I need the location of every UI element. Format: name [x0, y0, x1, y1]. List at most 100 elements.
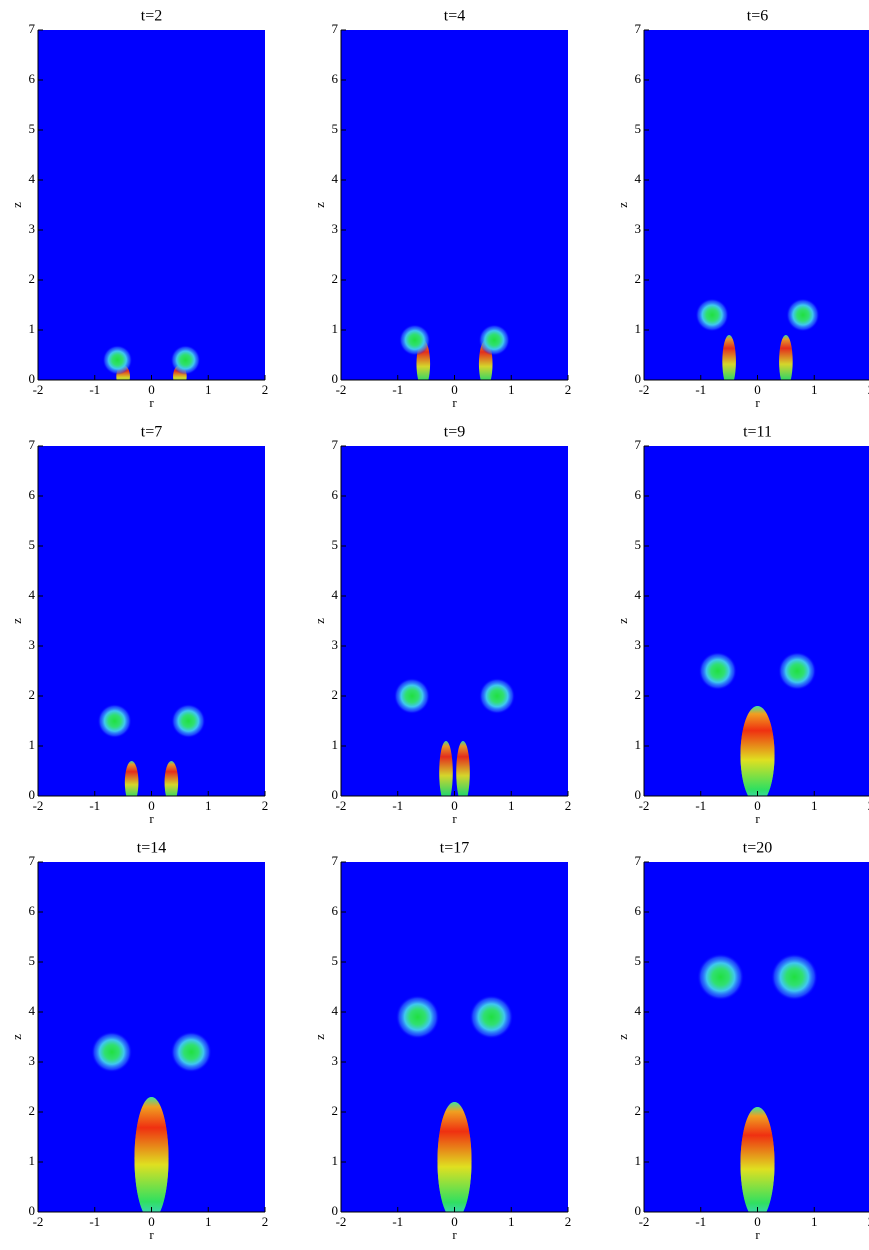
x-axis-label: r [755, 395, 760, 410]
x-tick-label: 1 [811, 798, 818, 813]
x-tick-label: -2 [336, 798, 347, 813]
y-tick-label: 5 [332, 953, 339, 968]
y-tick-label: 1 [332, 737, 339, 752]
x-tick-label: 2 [262, 1214, 269, 1229]
x-axis-label: r [149, 811, 154, 826]
x-tick-label: 1 [508, 382, 515, 397]
y-tick-label: 0 [332, 787, 339, 802]
background [38, 446, 265, 796]
field [341, 446, 568, 796]
y-tick-label: 6 [635, 71, 642, 86]
vortex [695, 298, 729, 332]
y-tick-label: 0 [332, 371, 339, 386]
y-tick-label: 4 [635, 587, 642, 602]
y-tick-label: 5 [635, 953, 642, 968]
jet [164, 761, 179, 796]
y-tick-label: 4 [332, 587, 339, 602]
x-axis-label: r [149, 1227, 154, 1242]
y-tick-label: 2 [29, 271, 36, 286]
vortex [102, 345, 133, 375]
x-tick-label: -1 [695, 382, 706, 397]
field [644, 446, 869, 796]
x-tick-label: 1 [205, 382, 212, 397]
panel: t=6 -2 -1 0 1 2 0 1 2 3 4 5 6 7 r z [615, 8, 869, 410]
y-tick-label: 7 [29, 853, 36, 868]
y-tick-label: 4 [635, 171, 642, 186]
y-tick-label: 5 [635, 121, 642, 136]
vortex [479, 678, 516, 714]
vortex [478, 324, 510, 356]
vortex [698, 652, 737, 690]
background [644, 30, 869, 380]
y-tick-label: 3 [29, 637, 36, 652]
vortex [469, 995, 514, 1039]
x-axis-label: r [452, 1227, 457, 1242]
y-tick-label: 2 [635, 687, 642, 702]
x-tick-label: -1 [392, 798, 403, 813]
x-axis-label: r [755, 811, 760, 826]
background [341, 30, 568, 380]
x-tick-label: 2 [262, 382, 269, 397]
y-tick-label: 1 [29, 321, 36, 336]
panel: t=9 -2 -1 0 1 2 0 1 2 3 4 5 6 7 r z [312, 424, 571, 826]
y-tick-label: 2 [332, 1103, 339, 1118]
x-tick-label: 1 [205, 798, 212, 813]
jet [722, 335, 736, 380]
background [38, 30, 265, 380]
x-tick-label: 0 [754, 1214, 761, 1229]
panel: t=17 -2 -1 0 1 2 0 1 2 3 4 5 6 7 r z [312, 840, 571, 1242]
x-tick-label: -2 [639, 1214, 650, 1229]
y-tick-label: 7 [332, 21, 339, 36]
vortex [395, 995, 440, 1039]
x-tick-label: 2 [868, 798, 869, 813]
y-tick-label: 3 [635, 637, 642, 652]
y-tick-label: 1 [635, 737, 642, 752]
field [341, 30, 568, 380]
field [38, 446, 265, 796]
y-tick-label: 4 [332, 1003, 339, 1018]
jet [456, 741, 470, 796]
x-tick-label: 2 [868, 382, 869, 397]
field [644, 30, 869, 380]
x-tick-label: -2 [639, 798, 650, 813]
vortex [91, 1031, 133, 1073]
y-tick-label: 6 [29, 903, 36, 918]
panel-title: t=4 [444, 8, 465, 25]
y-tick-label: 6 [29, 487, 36, 502]
jet [437, 1102, 472, 1212]
field [644, 862, 869, 1212]
x-tick-label: 2 [565, 798, 572, 813]
x-tick-label: -1 [695, 798, 706, 813]
field [38, 862, 265, 1212]
jet [134, 1097, 169, 1212]
y-tick-label: 0 [29, 1203, 36, 1218]
panel-title: t=17 [440, 840, 469, 857]
vortex [399, 324, 431, 356]
panel: t=2 -2 -1 0 1 2 0 1 2 3 4 5 6 7 r z [9, 8, 268, 410]
vortex [770, 953, 818, 1001]
vortex [697, 953, 745, 1001]
y-axis-label: z [615, 618, 630, 624]
y-tick-label: 7 [635, 437, 642, 452]
vortex [786, 298, 820, 332]
panel-title: t=11 [743, 424, 772, 441]
y-tick-label: 6 [332, 487, 339, 502]
jet [439, 741, 453, 796]
panel-title: t=20 [743, 840, 772, 857]
y-tick-label: 2 [635, 1103, 642, 1118]
x-tick-label: 0 [148, 1214, 155, 1229]
y-tick-label: 3 [29, 221, 36, 236]
x-tick-label: 2 [868, 1214, 869, 1229]
x-tick-label: -2 [336, 382, 347, 397]
y-axis-label: z [9, 618, 24, 624]
y-tick-label: 2 [332, 271, 339, 286]
jet [740, 706, 775, 796]
field [38, 30, 265, 380]
panel-title: t=9 [444, 424, 465, 441]
y-tick-label: 5 [332, 121, 339, 136]
y-tick-label: 7 [635, 853, 642, 868]
panel: t=20 -2 -1 0 1 2 0 1 2 3 4 5 6 7 r z [615, 840, 869, 1242]
y-tick-label: 0 [635, 371, 642, 386]
y-tick-label: 3 [29, 1053, 36, 1068]
